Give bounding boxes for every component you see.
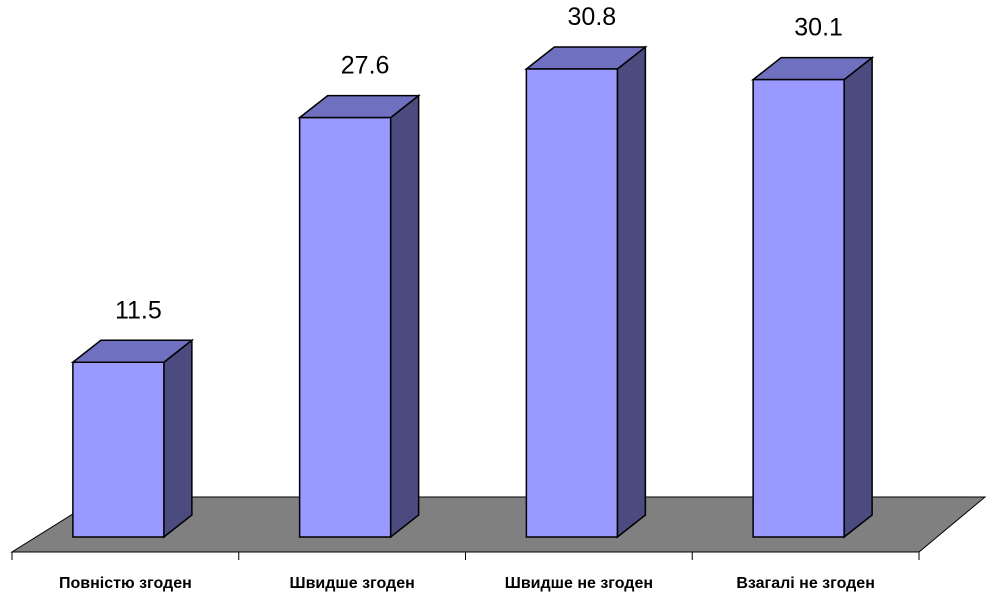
bar	[525, 68, 619, 538]
x-tick-label: Швидше згоден	[289, 575, 414, 592]
x-tick-label: Швидше не згоден	[505, 575, 653, 592]
bar-side	[616, 45, 647, 539]
bar-side	[163, 338, 193, 539]
value-label: 27.6	[341, 52, 390, 80]
value-label: 11.5	[115, 296, 162, 324]
bar-side	[389, 94, 420, 539]
bar	[72, 361, 165, 538]
x-tick-label: Повністю згоден	[59, 575, 192, 592]
value-label: 30.8	[568, 3, 617, 31]
bar	[752, 78, 845, 538]
bar	[298, 116, 392, 538]
value-label: 30.1	[794, 14, 843, 42]
x-tick-label: Взагалі не згоден	[736, 575, 875, 592]
bar-side	[843, 56, 873, 539]
floor	[10, 496, 987, 553]
